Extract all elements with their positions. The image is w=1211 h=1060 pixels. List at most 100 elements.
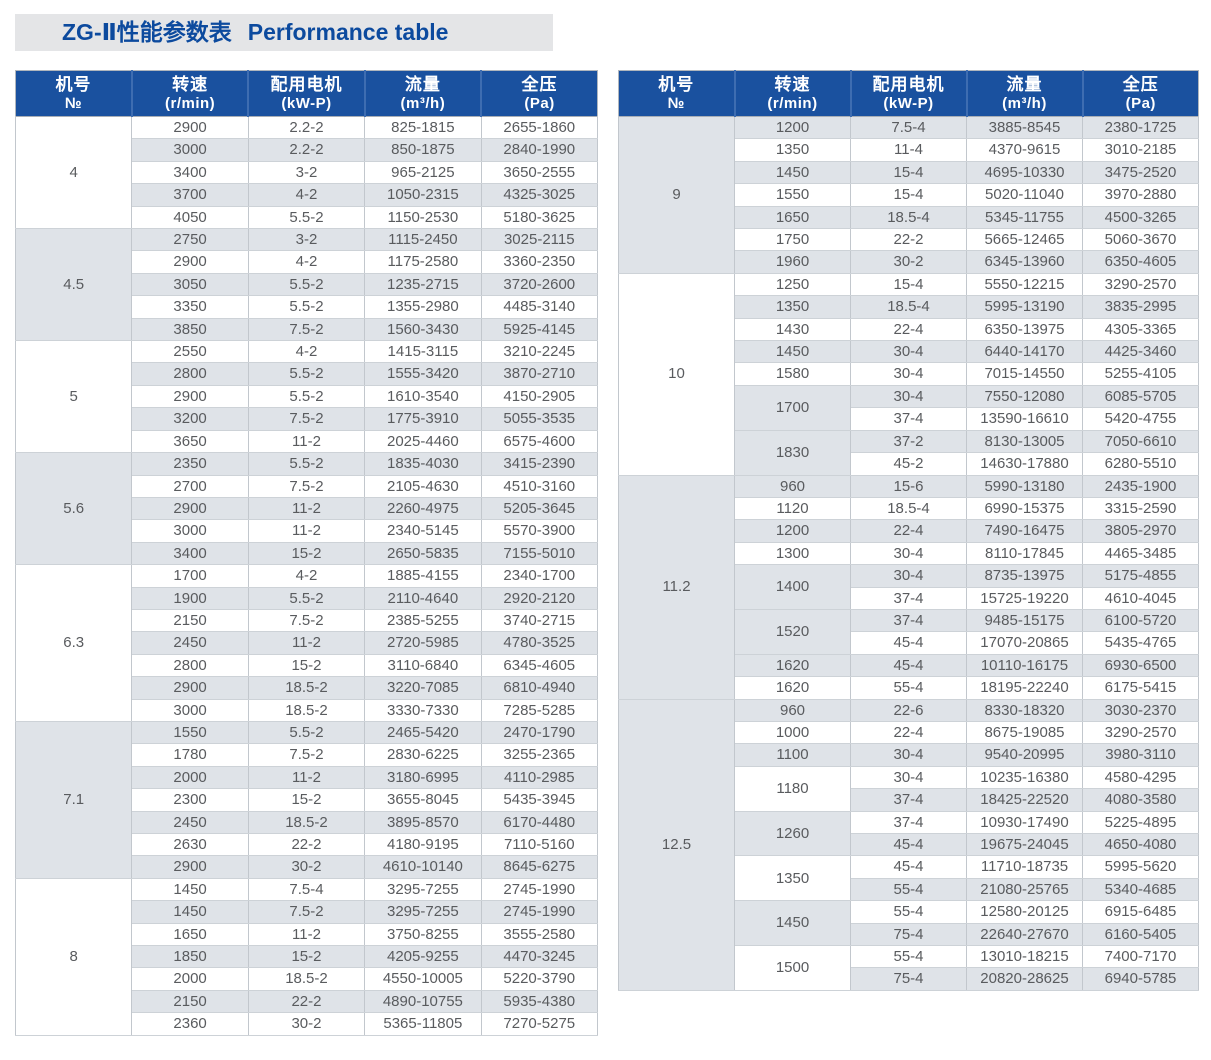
cell-pressure: 5925-4145 <box>480 317 599 342</box>
cell-pressure: 6915-6485 <box>1082 900 1199 924</box>
cell-model-no: 10 <box>618 272 735 476</box>
column-label-unit: (r/min) <box>767 94 818 112</box>
cell-motor: 55-4 <box>850 900 967 924</box>
cell-pressure: 7050-6610 <box>1082 429 1199 454</box>
cell-speed: 1620 <box>734 653 851 678</box>
cell-speed: 2700 <box>131 474 249 498</box>
cell-flow: 1355-2980 <box>364 295 482 319</box>
cell-pressure: 4650-4080 <box>1082 832 1199 857</box>
cell-pressure: 5175-4855 <box>1082 564 1199 588</box>
cell-flow: 1610-3540 <box>364 384 482 409</box>
cell-flow: 3220-7085 <box>364 676 482 700</box>
table-row: 1450 55-4 12580-20125 6915-6485 <box>619 900 1199 947</box>
cell-motor: 37-4 <box>850 407 967 431</box>
table-row: 1830 37-2 8130-13005 7050-6610 <box>619 429 1199 476</box>
page-title-zh: ZG-Ⅱ性能参数表 <box>62 19 232 45</box>
cell-motor: 7.5-4 <box>247 877 366 902</box>
table-row: 3650 11-2 2025-4460 6575-4600 <box>16 429 599 454</box>
table-row: 1430 22-4 6350-13975 4305-3365 <box>619 317 1199 342</box>
table-row: 1450 7.5-2 3295-7255 2745-1990 <box>16 900 599 924</box>
cell-speed: 1700 <box>131 564 249 588</box>
cell-motor: 2.2-2 <box>247 115 366 140</box>
cell-motor: 15-2 <box>247 653 366 678</box>
table-row: 2630 22-2 4180-9195 7110-5160 <box>16 832 599 857</box>
table-row: 1520 37-4 9485-15175 6100-5720 <box>619 608 1199 655</box>
cell-flow: 4205-9255 <box>364 945 482 969</box>
cell-speed: 1350 <box>734 138 851 162</box>
column-header-motor: 配用电机 (kW-P) <box>849 70 967 117</box>
cell-motor: 30-4 <box>850 340 967 364</box>
table-row: 2450 11-2 2720-5985 4780-3525 <box>16 631 599 655</box>
table-row: 1850 15-2 4205-9255 4470-3245 <box>16 945 599 969</box>
cell-pressure: 6085-5705 <box>1082 384 1199 409</box>
cell-flow: 5345-11755 <box>966 205 1083 230</box>
cell-speed: 2350 <box>131 452 249 476</box>
column-label-unit: (m³/h) <box>400 94 446 112</box>
cell-model-no: 5 <box>14 340 133 454</box>
cell-flow: 965-2125 <box>364 160 482 185</box>
table-row: 1400 30-4 8735-13975 5175-4855 <box>619 564 1199 610</box>
column-header-motor: 配用电机 (kW-P) <box>247 70 365 117</box>
cell-pressure: 3255-2365 <box>480 743 599 767</box>
cell-motor: 18.5-2 <box>247 810 366 835</box>
cell-flow: 1835-4030 <box>364 452 482 476</box>
table-header: 机号 № 转速 (r/min) 配用电机 (kW-P) 流量 (m³/h) 全压 (Pa) <box>618 70 1199 117</box>
cell-model-no: 12.5 <box>618 698 735 991</box>
cell-flow: 13010-18215 <box>966 945 1083 969</box>
cell-flow: 6350-13975 <box>966 317 1083 342</box>
cell-motor: 37-4 <box>850 788 967 812</box>
cell-pressure: 6350-4605 <box>1082 250 1199 274</box>
cell-pressure: 3980-3110 <box>1082 743 1199 767</box>
cell-flow: 7550-12080 <box>966 384 1083 409</box>
cell-flow: 4610-10140 <box>364 855 482 879</box>
table-row: 37-4 15725-19220 4610-4045 <box>619 586 1199 610</box>
table-row: 1180 30-4 10235-16380 4580-4295 <box>619 765 1199 812</box>
cell-pressure: 3290-2570 <box>1082 720 1199 745</box>
table-row: 2900 11-2 2260-4975 5205-3645 <box>16 496 599 521</box>
cell-speed: 1350 <box>734 855 851 902</box>
column-header-model: 机号 № <box>15 70 132 117</box>
cell-pressure: 5995-5620 <box>1082 855 1199 879</box>
cell-pressure: 3555-2580 <box>480 922 599 947</box>
cell-flow: 850-1875 <box>364 138 482 162</box>
cell-motor: 7.5-2 <box>247 407 366 431</box>
cell-motor: 45-4 <box>850 653 967 678</box>
cell-speed: 1780 <box>131 743 249 767</box>
cell-flow: 6990-15375 <box>966 496 1083 521</box>
table-row: 1450 15-4 4695-10330 3475-2520 <box>619 160 1199 185</box>
cell-flow: 22640-27670 <box>966 922 1083 947</box>
table-row: 1120 18.5-4 6990-15375 3315-2590 <box>619 496 1199 521</box>
cell-motor: 30-4 <box>850 564 967 588</box>
cell-speed: 1650 <box>131 922 249 947</box>
cell-pressure: 2745-1990 <box>480 900 599 924</box>
table-row: 1500 55-4 13010-18215 7400-7170 <box>619 945 1199 991</box>
cell-speed: 1450 <box>734 340 851 364</box>
cell-motor: 15-4 <box>850 183 967 207</box>
cell-speed: 1450 <box>131 900 249 924</box>
cell-flow: 2650-5835 <box>364 541 482 566</box>
cell-motor: 22-4 <box>850 317 967 342</box>
cell-pressure: 5435-4765 <box>1082 631 1199 655</box>
cell-speed: 2900 <box>131 855 249 879</box>
cell-speed: 2000 <box>131 765 249 790</box>
cell-speed: 1450 <box>131 877 249 902</box>
table-row: 1960 30-2 6345-13960 6350-4605 <box>619 250 1199 274</box>
cell-speed: 2450 <box>131 631 249 655</box>
cell-motor: 5.5-2 <box>247 272 366 297</box>
cell-motor: 15-6 <box>850 474 967 498</box>
table-row: 1580 30-4 7015-14550 5255-4105 <box>619 362 1199 386</box>
table-row: 1750 22-2 5665-12465 5060-3670 <box>619 228 1199 252</box>
performance-table-left: 机号 № 转速 (r/min) 配用电机 (kW-P) 流量 (m³/h) 全压 (Pa) 4 29… <box>14 70 599 1036</box>
table-row: 1620 45-4 10110-16175 6930-6500 <box>619 653 1199 678</box>
cell-speed: 1180 <box>734 765 851 812</box>
cell-speed: 3400 <box>131 541 249 566</box>
cell-motor: 4-2 <box>247 183 366 207</box>
cell-speed: 1450 <box>734 160 851 185</box>
cell-pressure: 4470-3245 <box>480 945 599 969</box>
cell-speed: 1830 <box>734 429 851 476</box>
table-row: 37-4 13590-16610 5420-4755 <box>619 407 1199 431</box>
cell-speed: 2150 <box>131 989 249 1014</box>
page-title-en: Performance table <box>247 19 449 45</box>
cell-pressure: 7155-5010 <box>480 541 599 566</box>
table-row: 3050 5.5-2 1235-2715 3720-2600 <box>16 272 599 297</box>
